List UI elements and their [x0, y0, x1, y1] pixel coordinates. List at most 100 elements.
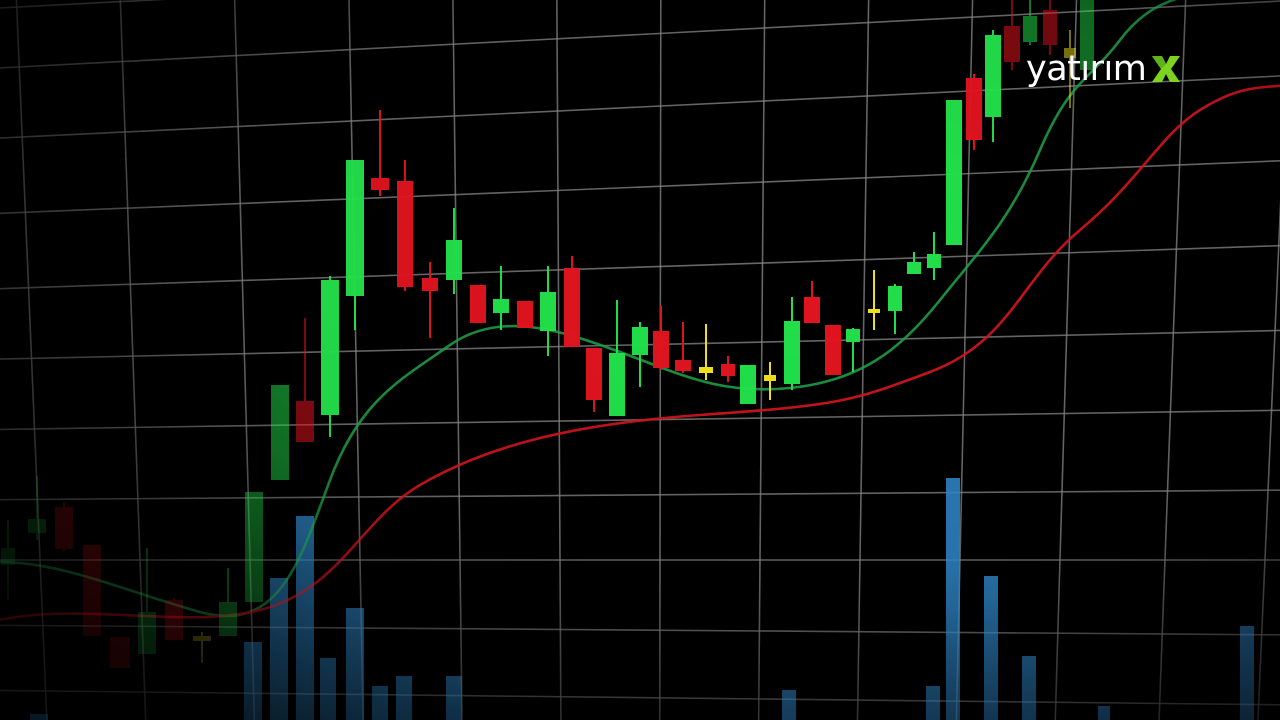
- grid-line-vertical: [119, 0, 147, 720]
- candle-body: [321, 280, 339, 415]
- grid-line-horizontal: [0, 409, 1280, 431]
- candlestick-bear: [55, 502, 73, 551]
- grid-line-horizontal: [0, 160, 1280, 215]
- candlestick-bear: [1043, 0, 1057, 55]
- volume-bar: [346, 608, 364, 720]
- candlestick-bear: [825, 325, 841, 375]
- volume-bar: [1022, 656, 1036, 720]
- grid-line-vertical: [1158, 0, 1187, 720]
- candlestick-bull: [632, 322, 648, 387]
- volume-bars: [30, 478, 1254, 720]
- candlestick-doji: [699, 324, 713, 380]
- candlesticks: [1, 0, 1094, 668]
- candle-body: [675, 360, 691, 371]
- candle-body: [1064, 48, 1076, 58]
- candle-body: [1043, 10, 1057, 45]
- candlestick-bear: [165, 598, 183, 640]
- candlestick-bull: [927, 232, 941, 280]
- candlestick-bull: [271, 385, 289, 480]
- candle-body: [699, 367, 713, 373]
- volume-bar: [1240, 626, 1254, 720]
- candle-body: [397, 181, 413, 287]
- ma-slow-line: [0, 84, 1280, 622]
- volume-bar: [782, 690, 796, 720]
- candle-body: [632, 327, 648, 355]
- candle-body: [540, 292, 556, 331]
- candle-body: [784, 321, 800, 384]
- candlestick-bear: [675, 322, 691, 373]
- candlestick-bear: [564, 256, 580, 347]
- candlestick-bear: [83, 545, 101, 636]
- candlestick-bull: [609, 300, 625, 416]
- grid-line-vertical: [556, 0, 562, 720]
- grid-line-vertical: [348, 0, 364, 720]
- candle-body: [55, 507, 73, 549]
- candle-body: [1080, 0, 1094, 70]
- candlestick-bull: [985, 30, 1001, 142]
- candlestick-bull: [446, 208, 462, 294]
- grid-line-horizontal: [0, 0, 1280, 69]
- grid-line-horizontal: [0, 329, 1280, 360]
- candle-body: [470, 285, 486, 323]
- candle-body: [1023, 16, 1037, 42]
- candle-body: [740, 365, 756, 404]
- grid-line-vertical: [757, 0, 766, 720]
- candle-body: [346, 160, 364, 296]
- candlestick-bull: [321, 276, 339, 437]
- candle-body: [296, 401, 314, 442]
- candle-body: [1, 548, 15, 565]
- candlestick-doji: [764, 362, 776, 400]
- candle-body: [804, 297, 820, 323]
- candle-body: [517, 301, 533, 328]
- candle-body: [1004, 26, 1020, 62]
- grid-line-vertical: [452, 0, 463, 720]
- candlestick-doji: [193, 632, 211, 663]
- candlestick-doji: [868, 270, 880, 330]
- candlestick-bull: [888, 284, 902, 334]
- candlestick-bull: [907, 252, 921, 274]
- candle-body: [966, 78, 982, 140]
- grid-line-horizontal: [0, 489, 1280, 501]
- grid-line-vertical: [233, 0, 256, 720]
- candlestick-bear: [804, 281, 820, 323]
- volume-bar: [30, 714, 48, 720]
- candlestick-bear: [296, 318, 314, 442]
- candle-body: [846, 329, 860, 342]
- candle-body: [193, 636, 211, 641]
- candlestick-bull: [1023, 0, 1037, 45]
- brand-logo: yatırım: [1026, 44, 1183, 94]
- candlestick-bull: [138, 548, 156, 654]
- candlestick-bull: [219, 568, 237, 636]
- grid-line-vertical: [15, 0, 48, 720]
- candlestick-bull: [346, 160, 364, 330]
- candlestick-bear: [110, 637, 130, 668]
- candlestick-doji: [1064, 30, 1076, 108]
- volume-bar: [296, 516, 314, 720]
- volume-bar: [372, 686, 388, 720]
- candle-body: [907, 262, 921, 274]
- candlestick-bull: [784, 297, 800, 390]
- candle-body: [271, 385, 289, 480]
- grid-line-vertical: [856, 0, 870, 720]
- candle-body: [493, 299, 509, 313]
- candlestick-bear: [371, 110, 389, 196]
- volume-bar: [984, 576, 998, 720]
- candlestick-bull: [946, 100, 962, 245]
- volume-bar: [396, 676, 412, 720]
- candle-body: [868, 309, 880, 313]
- volume-bar: [446, 676, 462, 720]
- candlestick-bear: [1004, 0, 1020, 70]
- candlestick-bull: [1080, 0, 1094, 70]
- candle-body: [446, 240, 462, 280]
- candlestick-bull: [245, 492, 263, 602]
- candlestick-bear: [586, 348, 602, 412]
- volume-bar: [320, 658, 336, 720]
- volume-bar: [1098, 706, 1110, 720]
- candle-body: [165, 600, 183, 640]
- grid-line-vertical: [1257, 199, 1280, 720]
- volume-bar: [946, 478, 960, 720]
- candle-body: [927, 254, 941, 268]
- candle-body: [371, 178, 389, 190]
- candlestick-bear: [470, 285, 486, 323]
- grid-line-horizontal: [0, 244, 1280, 290]
